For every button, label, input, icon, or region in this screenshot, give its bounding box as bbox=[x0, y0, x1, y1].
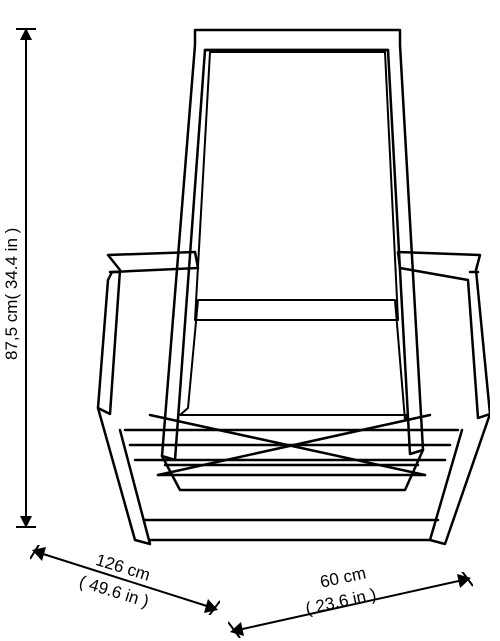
diagram-container: 87,5 cm( 34.4 in ) 126 cm ( 49.6 in ) 60… bbox=[0, 0, 500, 641]
chair-outline-drawing bbox=[50, 20, 490, 560]
dimension-height-label: 87,5 cm( 34.4 in ) bbox=[2, 228, 22, 360]
